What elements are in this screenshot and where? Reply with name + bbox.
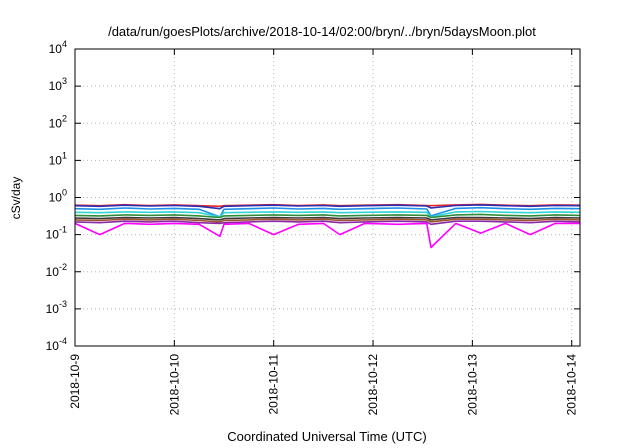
y-tick-label: 10-3 bbox=[46, 299, 67, 316]
y-tick-label: 100 bbox=[49, 188, 67, 205]
series-line bbox=[74, 210, 581, 218]
x-tick-label: 2018-10-11 bbox=[267, 354, 281, 415]
y-tick-label: 102 bbox=[49, 113, 67, 130]
series-line bbox=[74, 218, 581, 223]
x-axis-label: Coordinated Universal Time (UTC) bbox=[227, 429, 426, 444]
y-axis-label: cSv/day bbox=[9, 177, 23, 220]
y-tick-label: 10-4 bbox=[46, 336, 67, 353]
y-tick-label: 104 bbox=[49, 39, 67, 56]
grid-lines bbox=[74, 49, 580, 346]
series-line bbox=[74, 206, 581, 218]
series-line bbox=[74, 204, 581, 210]
y-axis: 10-4 10-3 10-2 10-1 100 101 102 103 104 bbox=[46, 39, 580, 353]
x-tick-label: 2018-10-13 bbox=[465, 354, 479, 416]
x-axis: 2018-10-9 2018-10-10 2018-10-11 2018-10-12 2… bbox=[68, 49, 579, 415]
data-series bbox=[74, 203, 581, 249]
y-tick-label: 101 bbox=[49, 150, 67, 167]
series-line bbox=[74, 216, 581, 221]
x-tick-label: 2018-10-12 bbox=[366, 354, 380, 416]
y-tick-label: 10-2 bbox=[46, 262, 67, 279]
chart-title: /data/run/goesPlots/archive/2018-10-14/0… bbox=[108, 24, 536, 39]
x-tick-label: 2018-10-10 bbox=[167, 354, 181, 416]
y-tick-label: 10-1 bbox=[46, 225, 67, 242]
series-line bbox=[74, 222, 580, 249]
x-tick-label: 2018-10-9 bbox=[68, 354, 82, 409]
x-tick-label: 2018-10-14 bbox=[565, 354, 579, 416]
y-tick-label: 103 bbox=[49, 76, 67, 93]
series-line bbox=[74, 213, 581, 219]
series-line bbox=[74, 220, 581, 226]
